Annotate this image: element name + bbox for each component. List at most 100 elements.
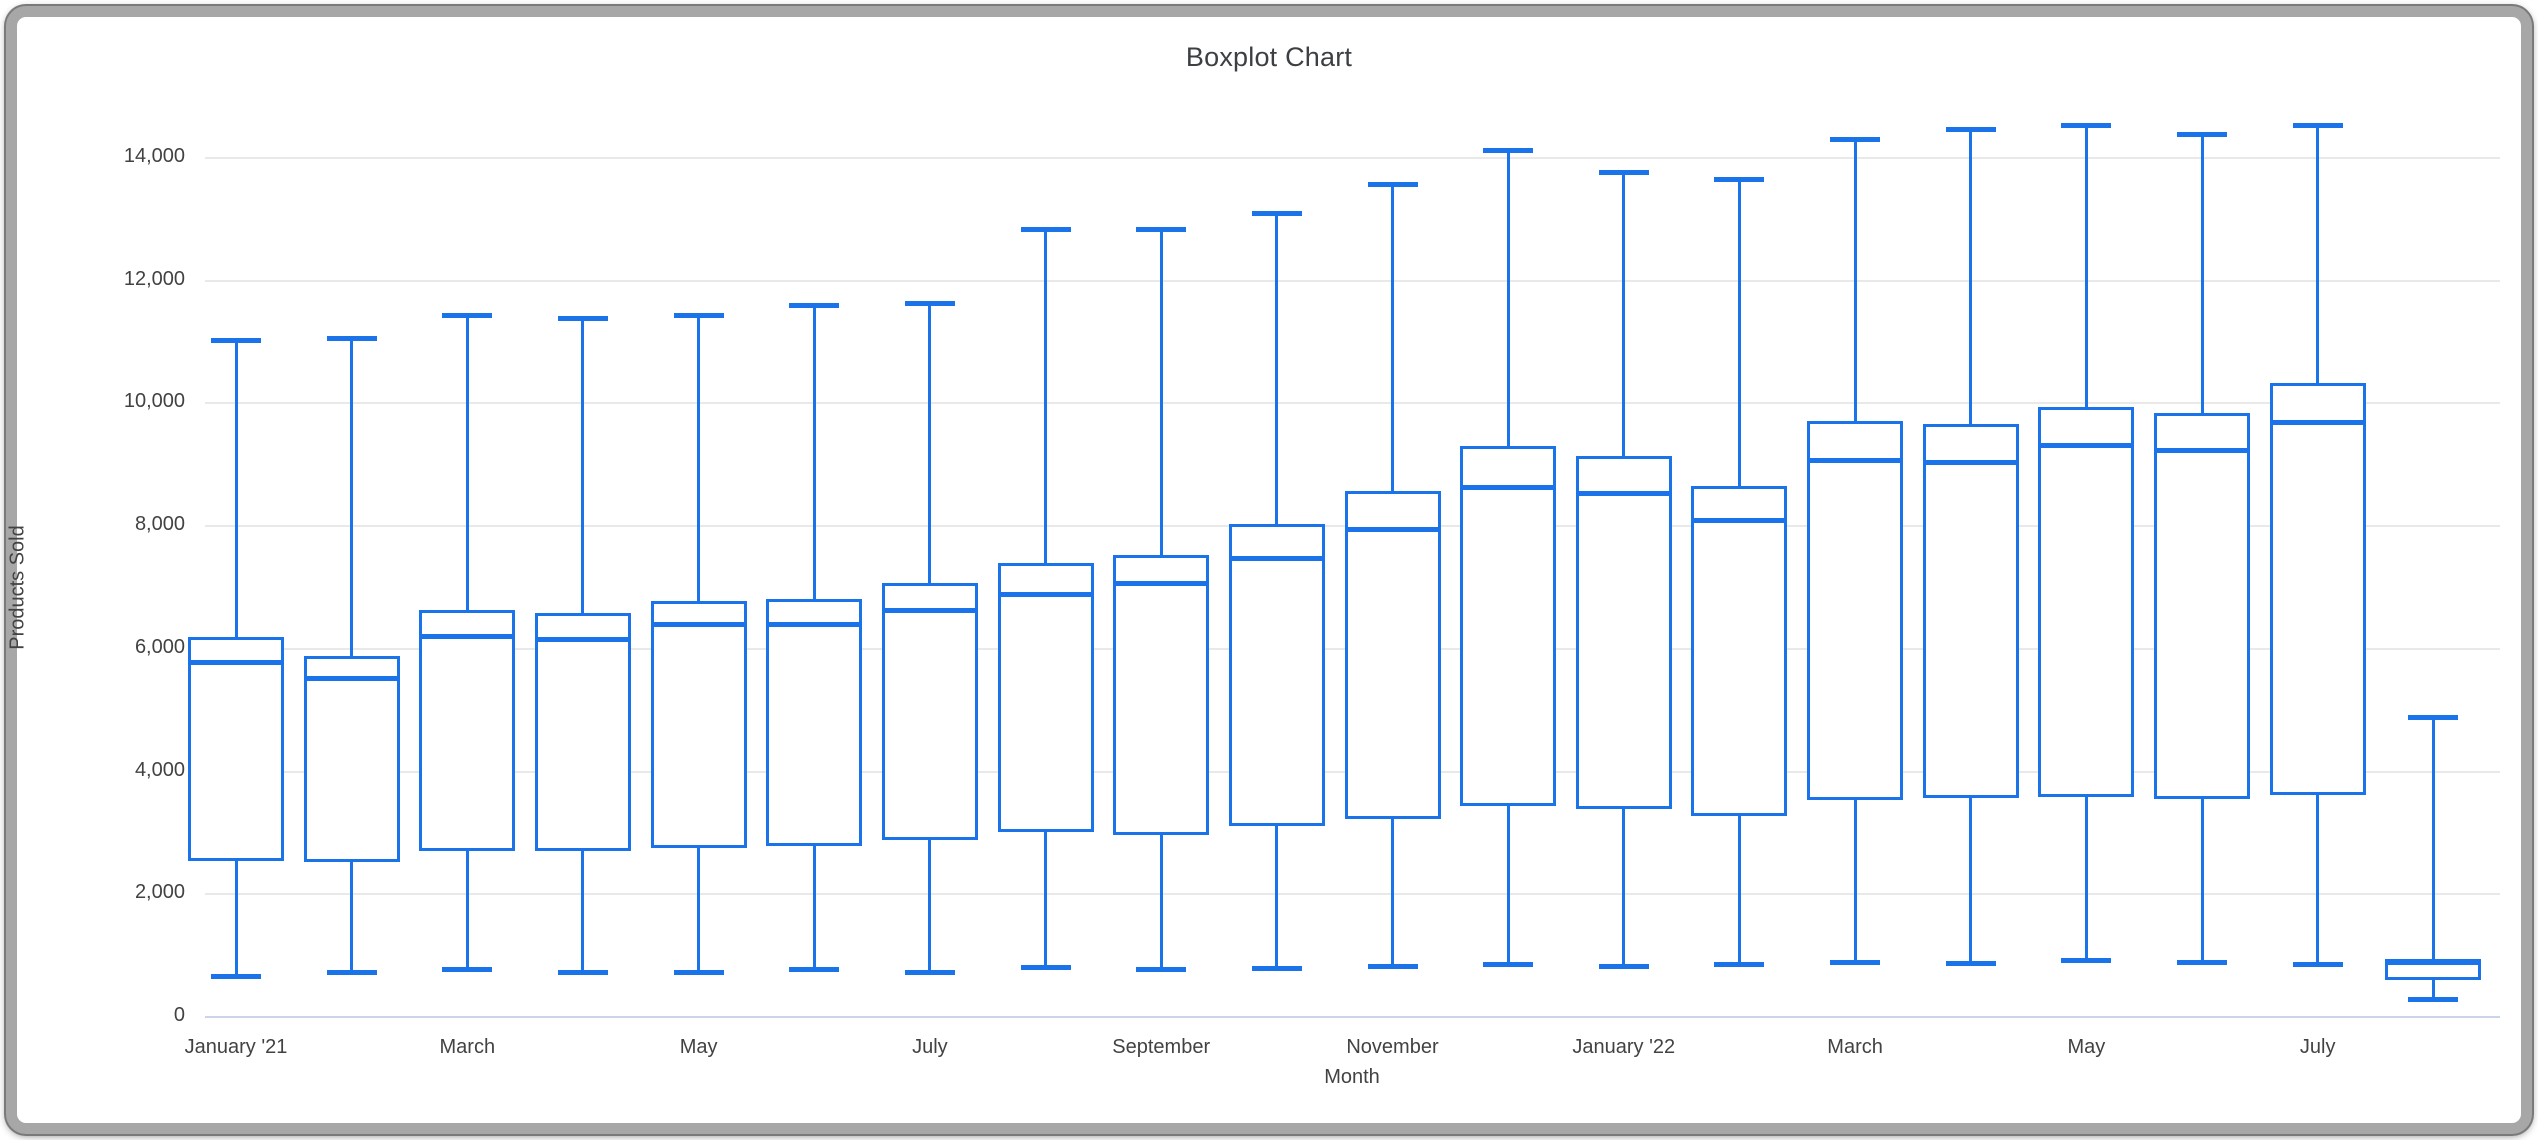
median-line <box>650 622 747 628</box>
median-line <box>1113 580 1210 586</box>
median-line <box>2269 419 2366 425</box>
y-axis-tick-label: 2,000 <box>134 881 185 904</box>
boxplot-box[interactable] <box>1575 455 1672 809</box>
x-axis-tick-label: May <box>679 1036 718 1058</box>
whisker-max-cap <box>211 337 261 343</box>
whisker-min-cap <box>211 974 261 979</box>
whisker-max-cap <box>557 315 608 321</box>
y-axis-tick-label: 12,000 <box>123 267 185 290</box>
boxplot-box[interactable] <box>534 612 631 852</box>
median-line <box>2385 959 2482 965</box>
whisker-min-cap <box>673 969 724 975</box>
x-axis-tick-label: July <box>912 1036 948 1058</box>
whisker-stem <box>2431 717 2435 1000</box>
whisker-min-cap <box>1367 964 1418 970</box>
x-axis-tick-label: May <box>2067 1036 2106 1058</box>
gridline <box>205 402 2500 405</box>
boxplot-box[interactable] <box>1344 490 1441 819</box>
whisker-min-cap <box>2408 997 2459 1003</box>
gridline <box>205 279 2500 282</box>
x-axis-tick-label: March <box>1827 1036 1883 1058</box>
whisker-min-cap <box>326 969 377 975</box>
median-line <box>1575 491 1672 497</box>
boxplot-box[interactable] <box>881 582 978 840</box>
x-axis-tick-label: November <box>1346 1036 1439 1058</box>
whisker-max-cap <box>1136 226 1187 232</box>
y-axis-title: Products Sold <box>6 525 29 650</box>
boxplot-box[interactable] <box>2038 407 2135 798</box>
y-axis-tick-label: 14,000 <box>123 145 185 167</box>
boxplot-box[interactable] <box>997 562 1094 832</box>
whisker-min-cap <box>2177 959 2228 965</box>
boxplot-box[interactable] <box>766 598 863 847</box>
whisker-max-cap <box>2292 122 2343 128</box>
whisker-min-cap <box>1136 967 1187 973</box>
whisker-max-cap <box>1830 137 1881 143</box>
median-line <box>188 659 284 665</box>
whisker-min-cap <box>789 967 840 973</box>
median-line <box>766 622 863 628</box>
y-axis-tick-label: 4,000 <box>134 758 185 781</box>
whisker-max-cap <box>1714 176 1765 182</box>
y-axis-tick-label: 6,000 <box>134 635 185 658</box>
whisker-max-cap <box>442 312 493 318</box>
whisker-max-cap <box>1945 127 1996 133</box>
median-line <box>1460 484 1557 490</box>
whisker-max-cap <box>1367 181 1418 187</box>
whisker-min-cap <box>904 969 955 975</box>
median-line <box>881 607 978 613</box>
median-line <box>2154 448 2251 454</box>
boxplot-box[interactable] <box>1228 524 1325 826</box>
x-axis-tick-label: July <box>2299 1036 2336 1058</box>
x-axis-tick-label: September <box>1112 1036 1211 1058</box>
x-axis-tick-label: January '22 <box>1572 1036 1676 1058</box>
boxplot-box[interactable] <box>650 600 747 849</box>
median-line <box>997 591 1094 597</box>
whisker-max-cap <box>789 302 840 308</box>
median-line <box>1228 556 1325 562</box>
whisker-max-cap <box>1020 227 1071 233</box>
whisker-max-cap <box>1483 148 1534 154</box>
whisker-min-cap <box>1598 964 1649 970</box>
whisker-max-cap <box>2408 715 2459 721</box>
chart-title: Boxplot Chart <box>1185 42 1353 72</box>
whisker-min-cap <box>1020 964 1071 970</box>
median-line <box>2038 442 2135 448</box>
median-line <box>534 637 631 643</box>
median-line <box>303 675 400 681</box>
whisker-min-cap <box>1251 966 1302 972</box>
whisker-min-cap <box>2061 958 2112 964</box>
median-line <box>419 634 516 640</box>
whisker-max-cap <box>2061 122 2112 128</box>
boxplot-box[interactable] <box>1113 554 1210 836</box>
whisker-min-cap <box>2292 961 2343 967</box>
boxplot-box[interactable] <box>1922 424 2019 798</box>
whisker-min-cap <box>442 967 493 973</box>
boxplot-box[interactable] <box>2269 382 2366 796</box>
y-axis-tick-label: 0 <box>173 1004 185 1026</box>
whisker-max-cap <box>673 313 724 319</box>
median-line <box>1344 526 1441 532</box>
median-line <box>1691 517 1788 523</box>
y-axis-tick-label: 8,000 <box>134 513 185 536</box>
gridline <box>205 157 2500 159</box>
boxplot-box[interactable] <box>2154 412 2251 799</box>
boxplot-box[interactable] <box>419 609 516 852</box>
x-axis-baseline <box>205 1016 2500 1018</box>
boxplot-box[interactable] <box>1460 445 1557 806</box>
median-line <box>1807 457 1904 463</box>
boxplot-box[interactable] <box>1691 485 1788 817</box>
boxplot-box[interactable] <box>303 655 400 863</box>
whisker-max-cap <box>1251 210 1302 216</box>
whisker-max-cap <box>904 300 955 306</box>
whisker-min-cap <box>1830 959 1881 965</box>
whisker-min-cap <box>557 969 608 975</box>
whisker-max-cap <box>326 335 377 341</box>
x-axis-title: Month <box>1324 1066 1380 1088</box>
y-axis-tick-label: 10,000 <box>123 390 185 413</box>
boxplot-box[interactable] <box>1807 420 1904 801</box>
whisker-stem <box>350 338 354 973</box>
boxplot-box[interactable] <box>188 636 284 862</box>
gridline <box>205 893 2500 896</box>
